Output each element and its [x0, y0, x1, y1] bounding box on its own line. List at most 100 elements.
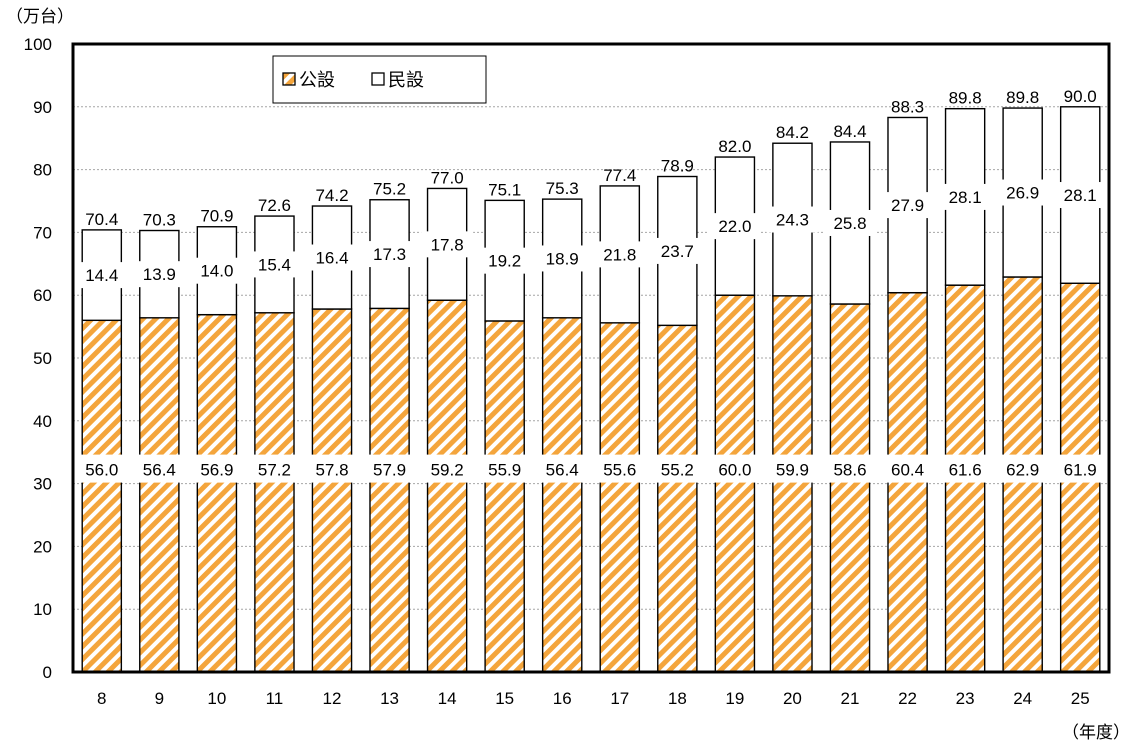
value-label-public-bg [363, 454, 416, 483]
value-label-private: 28.1 [949, 188, 982, 207]
bar-public [311, 308, 353, 673]
bar-public [657, 324, 698, 673]
value-label-private-bg [248, 251, 301, 278]
value-label-public-bg [1054, 454, 1107, 483]
x-tick-label: 22 [898, 689, 917, 708]
y-tick-label: 40 [33, 412, 52, 431]
x-tick-label: 15 [495, 689, 514, 708]
value-label-public-bg [306, 454, 358, 483]
x-tick-label: 14 [438, 689, 457, 708]
value-label-public: 56.4 [143, 461, 176, 480]
value-label-private: 26.9 [1006, 184, 1039, 203]
value-label-private: 14.4 [85, 266, 118, 285]
value-label-private: 17.3 [373, 245, 406, 264]
value-label-total: 78.9 [661, 157, 694, 176]
value-label-public-bg [996, 454, 1049, 483]
value-label-public: 57.2 [258, 461, 291, 480]
value-label-private: 27.9 [891, 196, 924, 215]
value-label-total: 72.6 [258, 196, 291, 215]
value-label-private: 19.2 [488, 252, 521, 271]
y-tick-label: 70 [33, 223, 52, 242]
value-label-total: 89.8 [1006, 88, 1039, 107]
value-label-public: 59.2 [431, 461, 464, 480]
value-label-public-bg [421, 454, 474, 483]
value-label-total: 70.4 [85, 210, 118, 229]
y-tick-label: 0 [43, 663, 52, 682]
legend-label-private: 民設 [388, 70, 424, 90]
value-label-private: 24.3 [776, 211, 809, 230]
bar-public [829, 303, 871, 673]
value-label-private: 17.8 [431, 235, 464, 254]
value-label-total: 77.4 [603, 166, 636, 185]
value-label-private-bg [363, 241, 416, 268]
value-label-total: 90.0 [1064, 87, 1097, 106]
x-tick-label: 11 [266, 689, 284, 708]
x-tick-label: 23 [956, 689, 975, 708]
value-label-public: 57.8 [315, 461, 348, 480]
value-label-public: 55.9 [488, 461, 521, 480]
value-label-private-bg [190, 257, 243, 284]
bar-public [254, 312, 295, 673]
value-label-public: 62.9 [1006, 461, 1039, 480]
value-label-private-bg [478, 247, 531, 274]
y-tick-label: 10 [33, 600, 52, 619]
value-label-private-bg [651, 237, 704, 264]
value-label-total: 89.8 [949, 89, 982, 108]
x-tick-label: 13 [380, 689, 399, 708]
value-label-private-bg [133, 261, 186, 288]
value-label-private-bg [824, 209, 876, 236]
value-label-private: 15.4 [258, 255, 291, 274]
bar-public [426, 299, 468, 673]
value-label-private: 22.0 [718, 217, 751, 236]
value-label-total: 82.0 [718, 137, 751, 156]
value-label-public-bg [708, 454, 761, 483]
value-label-total: 84.2 [776, 123, 809, 142]
value-label-private-bg [708, 213, 761, 240]
value-label-public-bg [881, 454, 934, 483]
x-tick-label: 8 [97, 689, 106, 708]
value-label-public-bg [75, 454, 128, 483]
value-label-total: 84.4 [833, 122, 866, 141]
x-tick-label: 25 [1071, 689, 1090, 708]
value-label-private: 13.9 [143, 265, 176, 284]
value-label-public: 56.0 [85, 461, 118, 480]
value-label-public-bg [824, 454, 876, 483]
value-label-total: 75.1 [488, 180, 521, 199]
value-label-private: 23.7 [661, 242, 694, 261]
y-axis-ticks: 0 10 20 30 40 50 60 70 80 90 100 [24, 35, 52, 682]
y-tick-label: 60 [33, 286, 52, 305]
x-tick-label: 24 [1013, 689, 1032, 708]
value-label-public: 58.6 [833, 461, 866, 480]
plot-frame [71, 42, 1111, 674]
value-label-private: 21.8 [603, 245, 636, 264]
bar-public [599, 322, 641, 673]
value-label-public: 59.9 [776, 461, 809, 480]
y-tick-label: 90 [33, 98, 52, 117]
x-tick-label: 12 [323, 689, 342, 708]
value-label-public-bg [939, 454, 992, 483]
value-label-private: 14.0 [200, 262, 233, 281]
value-label-total: 70.9 [200, 207, 233, 226]
value-label-public: 55.2 [661, 461, 694, 480]
value-label-public: 61.9 [1064, 461, 1097, 480]
value-label-private: 25.8 [833, 214, 866, 233]
value-label-public: 61.6 [949, 461, 982, 480]
bars: 56.0 14.4 70.4 56.4 13.9 70.3 56.9 14.0 70.9 57.2… [75, 87, 1107, 673]
value-label-public: 60.0 [718, 461, 751, 480]
bar-public [196, 313, 238, 673]
x-tick-label: 10 [207, 689, 226, 708]
value-label-private-bg [306, 244, 358, 271]
value-label-public: 56.4 [546, 461, 579, 480]
value-label-total: 75.2 [373, 180, 406, 199]
value-label-private: 18.9 [546, 249, 579, 268]
x-axis-ticks: 8 9 10 11 12 13 14 15 16 17 18 19 20 21 22 23 24 25 [97, 689, 1090, 708]
value-label-public-bg [190, 454, 243, 483]
y-unit-label: （万台） [6, 7, 74, 26]
bar-public [81, 319, 123, 673]
value-label-public-bg [593, 454, 646, 483]
legend-swatch-private [371, 72, 385, 86]
value-label-public-bg [766, 454, 819, 483]
value-label-private: 16.4 [315, 249, 348, 268]
value-label-total: 70.3 [143, 211, 176, 230]
value-label-public-bg [133, 454, 186, 483]
